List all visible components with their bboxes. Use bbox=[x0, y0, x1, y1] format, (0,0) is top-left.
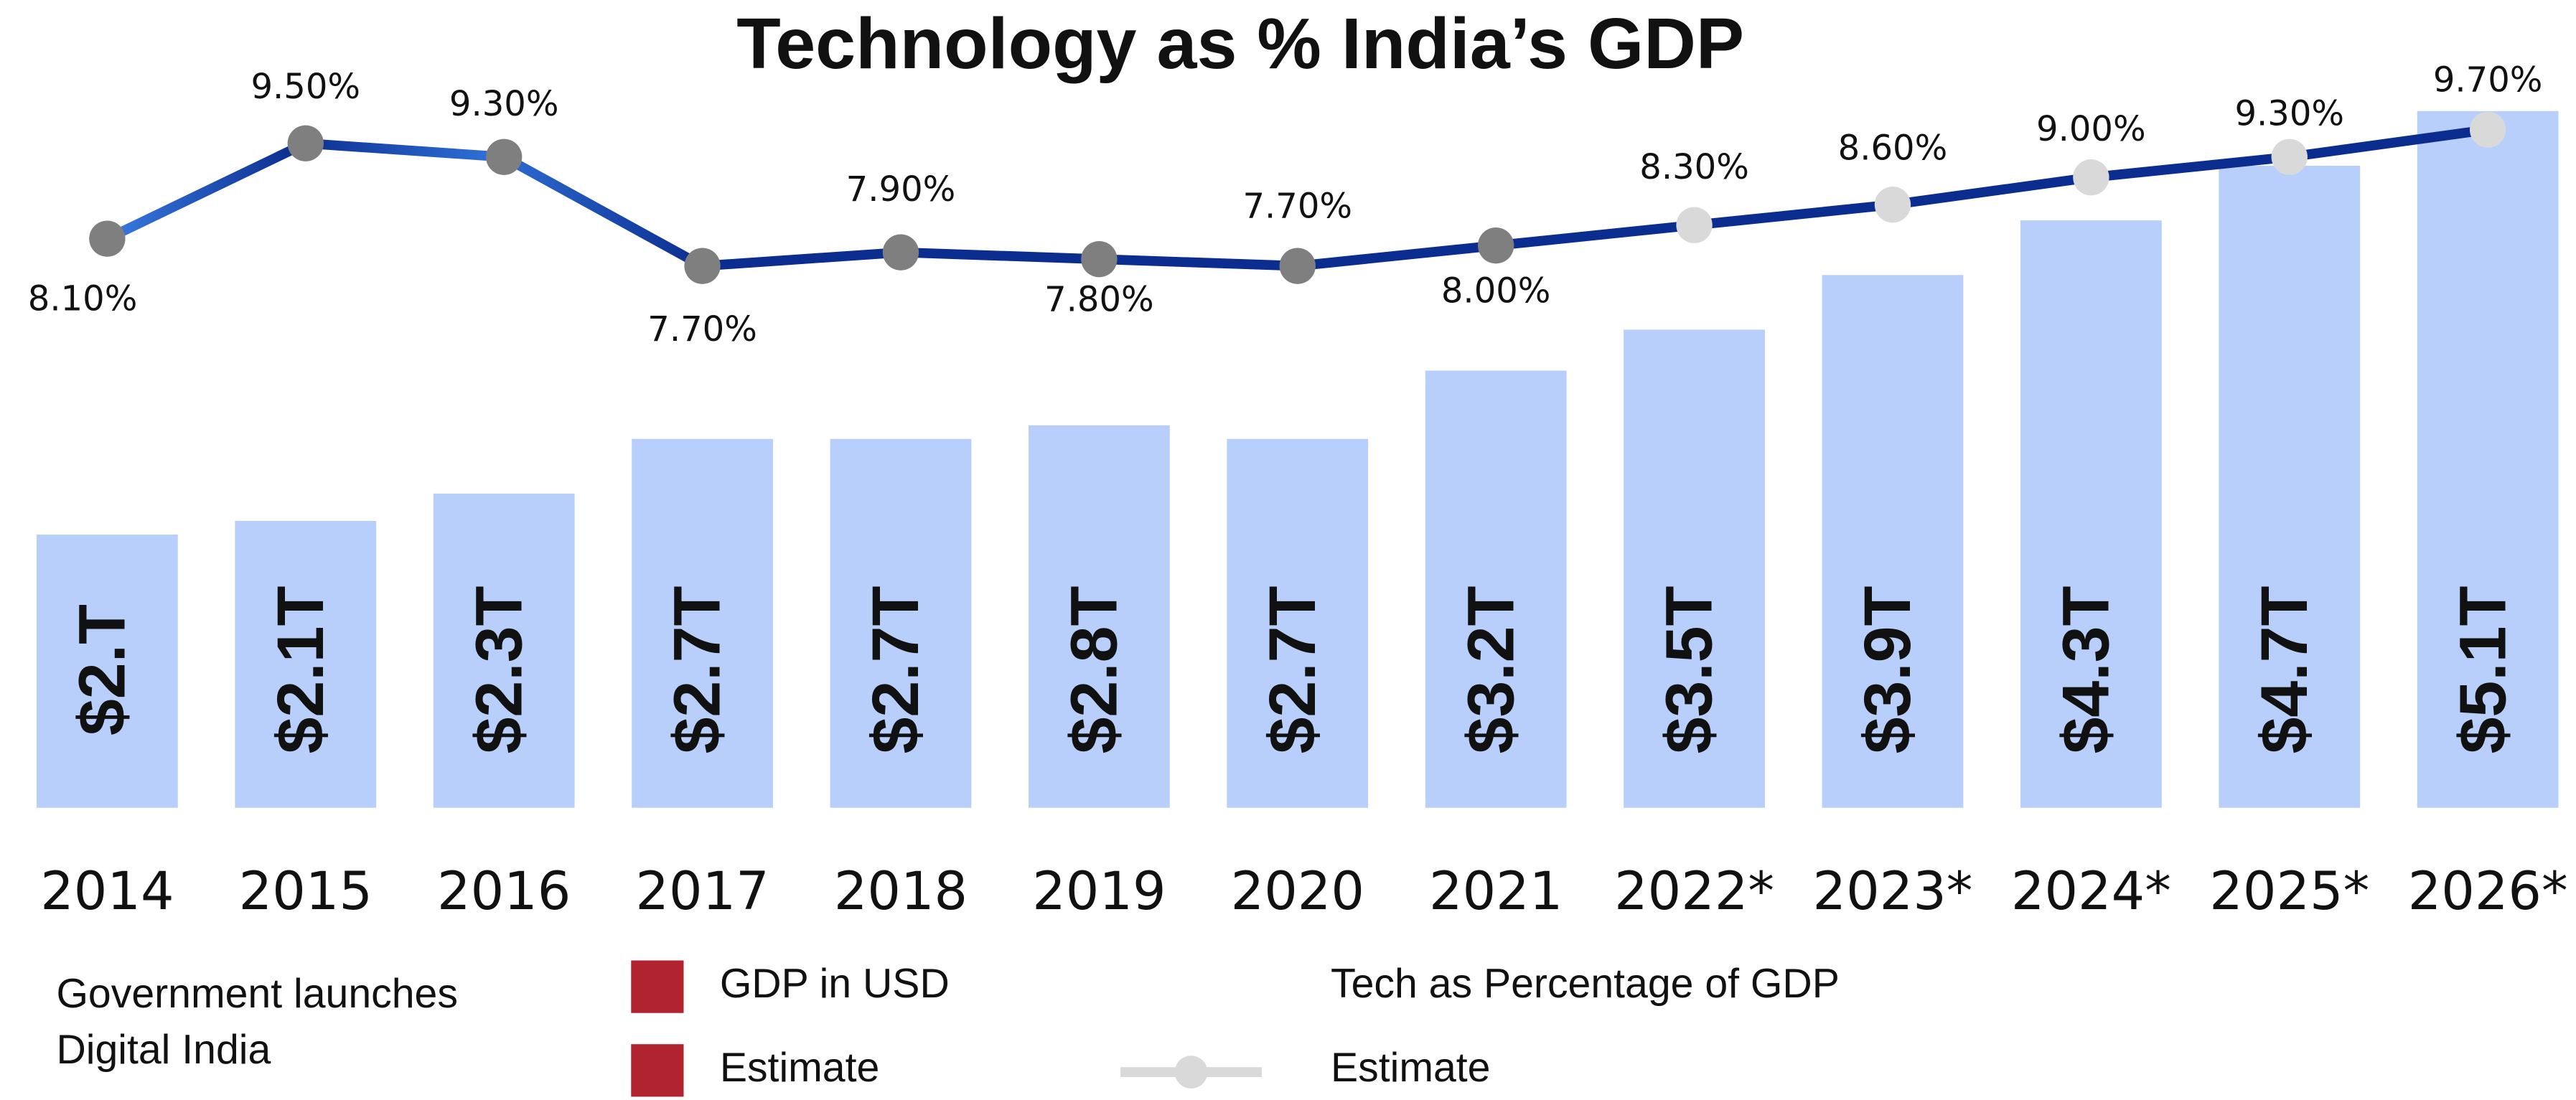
marker bbox=[486, 138, 523, 175]
bar bbox=[235, 520, 377, 808]
marker bbox=[1081, 241, 1118, 278]
x-tick-label: 2021 bbox=[1429, 861, 1563, 922]
point-label: 9.30% bbox=[2234, 94, 2344, 134]
point-label: 8.00% bbox=[1441, 271, 1551, 311]
marker bbox=[287, 125, 324, 161]
bar-label: $4.3T bbox=[2050, 586, 2123, 754]
x-tick-label: 2022* bbox=[1614, 861, 1774, 922]
x-tick-label: 2023* bbox=[1813, 861, 1973, 922]
bar-label: $4.7T bbox=[2248, 586, 2321, 754]
x-tick-label: 2014 bbox=[40, 861, 174, 922]
legend-swatch bbox=[631, 1044, 684, 1097]
bar bbox=[1624, 329, 1765, 808]
point-label: 8.60% bbox=[1838, 128, 1948, 169]
x-tick-label: 2019 bbox=[1032, 861, 1166, 922]
x-tick-label: 2017 bbox=[635, 861, 769, 922]
x-tick-label: 2018 bbox=[834, 861, 968, 922]
bar bbox=[1425, 370, 1567, 808]
bar bbox=[433, 493, 575, 808]
legend-label: Tech as Percentage of GDP bbox=[1331, 961, 1840, 1007]
bar bbox=[2417, 111, 2559, 808]
bar-label: $2.7T bbox=[859, 586, 932, 754]
bar-label: $3.2T bbox=[1454, 586, 1527, 754]
legend-label: Estimate bbox=[1331, 1045, 1490, 1091]
bar-label: $5.1T bbox=[2446, 586, 2519, 754]
bar bbox=[632, 438, 773, 808]
point-label: 9.30% bbox=[449, 84, 559, 124]
annotation: Government launches bbox=[56, 971, 457, 1017]
marker bbox=[89, 220, 126, 257]
point-label: 9.70% bbox=[2433, 60, 2543, 100]
x-tick-label: 2024* bbox=[2011, 861, 2171, 922]
bar bbox=[1227, 438, 1369, 808]
bar-label: $3.9T bbox=[1851, 586, 1924, 754]
legend-swatch bbox=[631, 960, 684, 1013]
annotation: Digital India bbox=[56, 1027, 271, 1073]
point-label: 7.70% bbox=[647, 309, 757, 349]
marker bbox=[882, 234, 919, 271]
x-tick-label: 2025* bbox=[2209, 861, 2369, 922]
marker bbox=[1477, 227, 1514, 264]
legend-marker bbox=[1174, 1056, 1208, 1089]
point-label: 9.50% bbox=[250, 67, 360, 107]
legend-label: Estimate bbox=[720, 1045, 879, 1091]
bar-label: $2.T bbox=[66, 604, 139, 735]
marker bbox=[1874, 187, 1911, 223]
bar bbox=[1822, 275, 1964, 808]
marker bbox=[684, 248, 721, 284]
bar-label: $2.1T bbox=[264, 586, 337, 754]
x-tick-label: 2026* bbox=[2408, 861, 2568, 922]
bar bbox=[36, 534, 178, 808]
point-label: 8.30% bbox=[1639, 147, 1749, 187]
marker bbox=[2271, 138, 2308, 175]
bar-label: $2.7T bbox=[661, 586, 734, 754]
point-label: 9.00% bbox=[2036, 109, 2146, 149]
bar-label: $2.8T bbox=[1058, 586, 1131, 754]
chart-title: Technology as % India’s GDP bbox=[736, 4, 1744, 84]
marker bbox=[2073, 159, 2109, 196]
bar bbox=[830, 438, 972, 808]
bar bbox=[2020, 220, 2162, 808]
marker bbox=[1676, 207, 1713, 243]
x-tick-label: 2020 bbox=[1231, 861, 1364, 922]
point-label: 7.80% bbox=[1044, 280, 1154, 320]
point-label: 7.70% bbox=[1242, 187, 1352, 227]
point-label: 8.10% bbox=[28, 279, 138, 319]
marker bbox=[1279, 248, 1316, 284]
bar-label: $2.3T bbox=[462, 586, 535, 754]
bar bbox=[2219, 166, 2361, 808]
bar-label: $2.7T bbox=[1256, 586, 1329, 754]
bar-label: $3.5T bbox=[1653, 586, 1726, 754]
legend-label: GDP in USD bbox=[720, 961, 950, 1007]
marker bbox=[2469, 111, 2506, 148]
bar bbox=[1028, 425, 1170, 808]
x-tick-label: 2015 bbox=[239, 861, 373, 922]
x-tick-label: 2016 bbox=[437, 861, 571, 922]
point-label: 7.90% bbox=[846, 169, 956, 210]
